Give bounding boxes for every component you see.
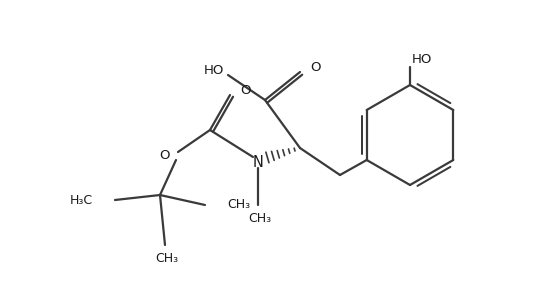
Text: HO: HO xyxy=(204,63,224,76)
Text: O: O xyxy=(160,148,170,161)
Text: O: O xyxy=(240,83,250,96)
Text: CH₃: CH₃ xyxy=(249,213,272,225)
Text: O: O xyxy=(310,60,321,74)
Text: N: N xyxy=(252,155,263,169)
Text: H₃C: H₃C xyxy=(70,193,93,206)
Text: CH₃: CH₃ xyxy=(227,198,250,212)
Text: HO: HO xyxy=(412,52,432,66)
Text: CH₃: CH₃ xyxy=(156,253,179,265)
